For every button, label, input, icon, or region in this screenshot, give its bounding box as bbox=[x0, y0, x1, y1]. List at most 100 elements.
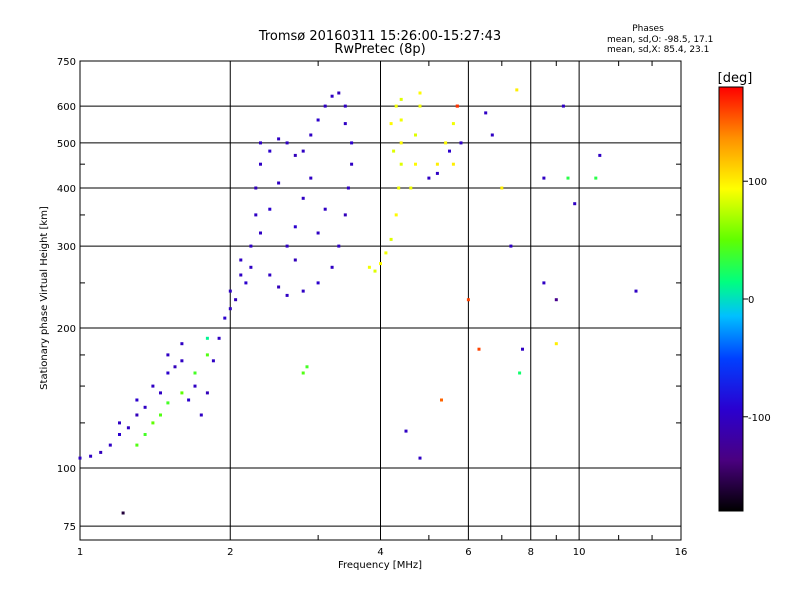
data-point bbox=[466, 298, 470, 302]
y-tick-label: 100 bbox=[57, 464, 76, 475]
data-point bbox=[259, 141, 262, 145]
data-point bbox=[343, 213, 347, 217]
y-tick-label: 750 bbox=[57, 57, 76, 68]
data-point bbox=[399, 97, 403, 101]
data-point bbox=[435, 162, 439, 166]
y-axis-label: Stationary phase Virtual Height [km] bbox=[39, 206, 50, 390]
data-point bbox=[444, 141, 448, 145]
data-point bbox=[166, 353, 170, 357]
data-point bbox=[451, 122, 455, 126]
x-tick-label: 10 bbox=[573, 547, 586, 558]
y-axis-ticks: 75 100 200 300 400 500 600 750 bbox=[57, 57, 681, 533]
data-point bbox=[418, 104, 422, 108]
data-point bbox=[301, 289, 305, 293]
x-tick-label: 4 bbox=[377, 547, 383, 558]
data-point bbox=[330, 265, 334, 269]
data-point bbox=[389, 237, 393, 241]
data-point bbox=[337, 91, 341, 95]
colorbar-tick-label: 0 bbox=[748, 295, 754, 306]
data-point bbox=[309, 176, 313, 180]
data-point bbox=[566, 176, 570, 180]
data-point bbox=[554, 298, 558, 302]
data-point bbox=[135, 398, 139, 402]
data-point bbox=[121, 511, 125, 515]
y-tick-label: 75 bbox=[63, 522, 76, 533]
data-point bbox=[500, 186, 504, 190]
data-point bbox=[199, 413, 203, 417]
data-point bbox=[159, 413, 162, 417]
data-point bbox=[239, 258, 243, 262]
data-point bbox=[350, 141, 354, 145]
data-point bbox=[254, 186, 258, 190]
data-point bbox=[249, 244, 253, 248]
data-point bbox=[515, 88, 519, 92]
data-point bbox=[598, 153, 602, 157]
data-point bbox=[99, 450, 103, 454]
data-point bbox=[180, 342, 184, 346]
x-tick-label: 1 bbox=[77, 547, 83, 558]
data-point bbox=[285, 293, 289, 297]
colorbar bbox=[718, 86, 744, 512]
data-point bbox=[397, 186, 401, 190]
data-point bbox=[180, 391, 184, 395]
data-point bbox=[448, 149, 451, 153]
data-point bbox=[239, 273, 243, 277]
data-point bbox=[205, 391, 209, 395]
data-point bbox=[268, 149, 272, 153]
data-point bbox=[205, 336, 209, 340]
data-point bbox=[384, 251, 388, 255]
chart-subtitle: RwPretec (8p) bbox=[334, 42, 425, 57]
data-point bbox=[187, 398, 191, 402]
data-points bbox=[78, 88, 638, 515]
data-point bbox=[228, 307, 232, 311]
colorbar-tick-label: -100 bbox=[748, 413, 771, 424]
data-point bbox=[418, 91, 422, 95]
data-point bbox=[277, 285, 281, 289]
data-point bbox=[373, 269, 377, 273]
data-point bbox=[180, 359, 184, 363]
data-point bbox=[151, 421, 155, 425]
data-point bbox=[573, 202, 577, 206]
data-point bbox=[477, 347, 481, 351]
data-point bbox=[455, 104, 459, 108]
data-point bbox=[285, 141, 289, 145]
data-point bbox=[249, 265, 253, 269]
data-point bbox=[118, 433, 121, 436]
data-point bbox=[305, 365, 309, 369]
data-point bbox=[223, 316, 227, 320]
data-point bbox=[509, 244, 513, 248]
data-point bbox=[404, 429, 408, 433]
data-point bbox=[301, 196, 305, 200]
data-point bbox=[126, 426, 130, 430]
y-tick-label: 200 bbox=[57, 324, 76, 335]
data-point bbox=[394, 104, 398, 108]
data-point bbox=[143, 405, 147, 409]
data-point bbox=[316, 231, 320, 235]
data-point bbox=[399, 118, 403, 122]
data-point bbox=[399, 141, 403, 145]
data-point bbox=[459, 141, 463, 145]
data-point bbox=[173, 365, 177, 369]
data-point bbox=[435, 171, 439, 175]
stats-line-o: mean, sd,O: -98.5, 17.1 bbox=[607, 35, 713, 45]
data-point bbox=[166, 371, 170, 375]
data-point bbox=[392, 149, 396, 153]
data-point bbox=[343, 104, 347, 108]
data-point bbox=[330, 94, 334, 98]
data-point bbox=[367, 265, 371, 269]
data-point bbox=[259, 162, 262, 166]
data-point bbox=[301, 149, 305, 153]
data-point bbox=[78, 456, 82, 460]
x-tick-label: 16 bbox=[675, 547, 688, 558]
stats-line-x: mean, sd,X: 85.4, 23.1 bbox=[607, 45, 709, 55]
data-point bbox=[293, 153, 297, 157]
data-point bbox=[309, 133, 313, 137]
x-axis-label: Frequency [MHz] bbox=[338, 560, 422, 571]
data-point bbox=[409, 186, 413, 190]
data-point bbox=[440, 398, 443, 402]
data-point bbox=[277, 137, 281, 141]
data-point bbox=[259, 231, 262, 235]
data-point bbox=[542, 281, 546, 285]
data-point bbox=[414, 133, 417, 137]
